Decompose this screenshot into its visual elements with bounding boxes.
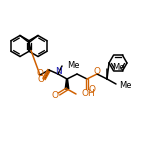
Text: Me: Me — [119, 81, 131, 90]
Text: Me: Me — [67, 60, 79, 69]
Text: N: N — [56, 67, 62, 76]
Text: O: O — [93, 67, 100, 76]
Text: O: O — [88, 85, 95, 93]
Polygon shape — [65, 79, 69, 89]
Text: Me: Me — [112, 64, 124, 73]
Text: O: O — [52, 90, 59, 100]
Text: O: O — [36, 69, 43, 78]
Text: OH: OH — [82, 90, 96, 98]
Text: O: O — [38, 76, 45, 85]
